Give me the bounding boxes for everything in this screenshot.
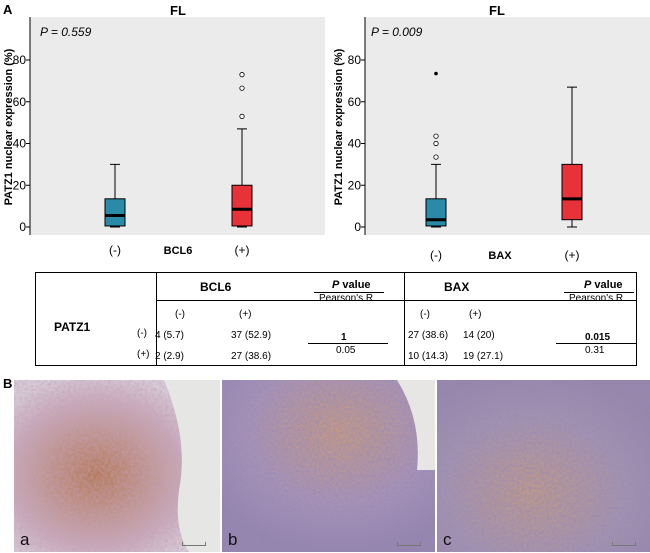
- scale-bar: [397, 542, 421, 546]
- plot-area: [365, 17, 650, 235]
- bcl6-cell: 37 (52.9): [231, 330, 272, 341]
- bcl6-r: 0.05: [336, 345, 356, 356]
- association-table: PATZ1 (-) (+) BCL6 (-) (+) 4 (5.7) 37 (5…: [35, 272, 637, 366]
- x-category-label: (+): [235, 243, 250, 257]
- x-axis-label: BAX: [488, 250, 512, 262]
- chart-marks: 0 20 40 60 80 (-) (+): [348, 17, 583, 262]
- micrograph-b: b: [222, 380, 435, 552]
- table-divider: [156, 273, 157, 366]
- y-tick-label: 0: [19, 220, 26, 234]
- x-axis-label: BCL6: [164, 245, 193, 257]
- bcl6-col-neg: (-): [175, 309, 185, 320]
- outlier-point: [433, 133, 439, 139]
- fraction-line: [556, 343, 636, 344]
- outlier-point: [239, 113, 245, 119]
- micrograph-image: [437, 380, 650, 552]
- box: [231, 184, 253, 227]
- p-value-annotation: P = 0.559: [40, 25, 92, 39]
- row-label-pos: (+): [137, 349, 150, 360]
- chart-title: FL: [489, 3, 505, 18]
- outlier-point: [433, 140, 439, 147]
- micrograph-c: c: [437, 380, 650, 552]
- micrograph-label: b: [228, 530, 238, 549]
- bax-pearson-header: Pearson's R: [569, 293, 624, 304]
- bcl6-cell: 2 (2.9): [155, 351, 184, 362]
- bax-pvalue-header: P value: [584, 279, 623, 291]
- y-axis-label: PATZ1 nuclear expression (%): [3, 48, 15, 205]
- plot-area: [30, 17, 325, 235]
- table-divider: [156, 300, 637, 301]
- row-label-neg: (-): [137, 328, 147, 339]
- header-underline: [564, 292, 634, 293]
- panel-b-label: B: [3, 376, 13, 391]
- p-value-annotation: P = 0.009: [371, 25, 423, 39]
- y-tick-label: 40: [13, 137, 27, 151]
- outlier-point: [239, 85, 245, 91]
- micrograph-label: c: [443, 530, 452, 549]
- x-category-label: (+): [565, 248, 580, 262]
- micrograph-image: [14, 380, 220, 552]
- bcl6-cell: 27 (38.6): [231, 351, 272, 362]
- micrograph-image: [222, 380, 435, 552]
- micrograph-label: a: [20, 530, 30, 549]
- header-underline: [314, 292, 384, 293]
- box: [425, 198, 447, 227]
- micrograph-a: a: [14, 380, 220, 552]
- bax-cell: 19 (27.1): [463, 351, 504, 362]
- bcl6-title: BCL6: [200, 280, 232, 294]
- box: [561, 163, 583, 221]
- y-tick-label: 60: [13, 95, 27, 109]
- y-tick-label: 60: [348, 95, 362, 109]
- bax-pvalue: 0.015: [585, 332, 611, 343]
- boxplot-bcl6: FL P = 0.559 PATZ1 nuclear expression (%…: [3, 3, 325, 257]
- outlier-point: [239, 72, 245, 78]
- row-header-patz1: PATZ1: [54, 320, 91, 334]
- bax-cell: 14 (20): [463, 330, 495, 341]
- y-axis-label: PATZ1 nuclear expression (%): [333, 48, 345, 205]
- bcl6-col-pos: (+): [239, 309, 252, 320]
- bcl6-cell: 4 (5.7): [155, 330, 184, 341]
- bcl6-pvalue: 1: [341, 332, 347, 343]
- y-tick-label: 40: [348, 137, 362, 151]
- y-tick-label: 80: [13, 53, 27, 67]
- box: [104, 198, 126, 227]
- table-divider: [404, 273, 405, 366]
- bcl6-pvalue-header: P value: [332, 279, 371, 291]
- bax-title: BAX: [444, 280, 470, 294]
- chart-title: FL: [170, 3, 186, 18]
- x-category-label: (-): [430, 248, 442, 262]
- y-tick-label: 20: [348, 178, 362, 192]
- boxplot-bax: FL P = 0.009 PATZ1 nuclear expression (%…: [333, 3, 650, 262]
- bax-r: 0.31: [585, 345, 605, 356]
- outlier-point: [433, 154, 439, 160]
- chart-marks: 0 20 40 60 80 (-) (+): [13, 17, 253, 257]
- bcl6-pearson-header: Pearson's R: [319, 293, 374, 304]
- bax-col-pos: (+): [469, 309, 482, 320]
- scale-bar: [612, 542, 636, 546]
- x-category-label: (-): [109, 243, 121, 257]
- bax-col-neg: (-): [420, 309, 430, 320]
- y-tick-label: 80: [348, 53, 362, 67]
- fraction-line: [308, 343, 388, 344]
- y-tick-label: 0: [354, 220, 361, 234]
- bax-cell: 27 (38.6): [408, 330, 449, 341]
- y-tick-label: 20: [13, 178, 27, 192]
- scale-bar: [182, 542, 206, 546]
- panel-a-label: A: [3, 2, 13, 17]
- bax-cell: 10 (14.3): [408, 351, 449, 362]
- extreme-point: [434, 71, 438, 76]
